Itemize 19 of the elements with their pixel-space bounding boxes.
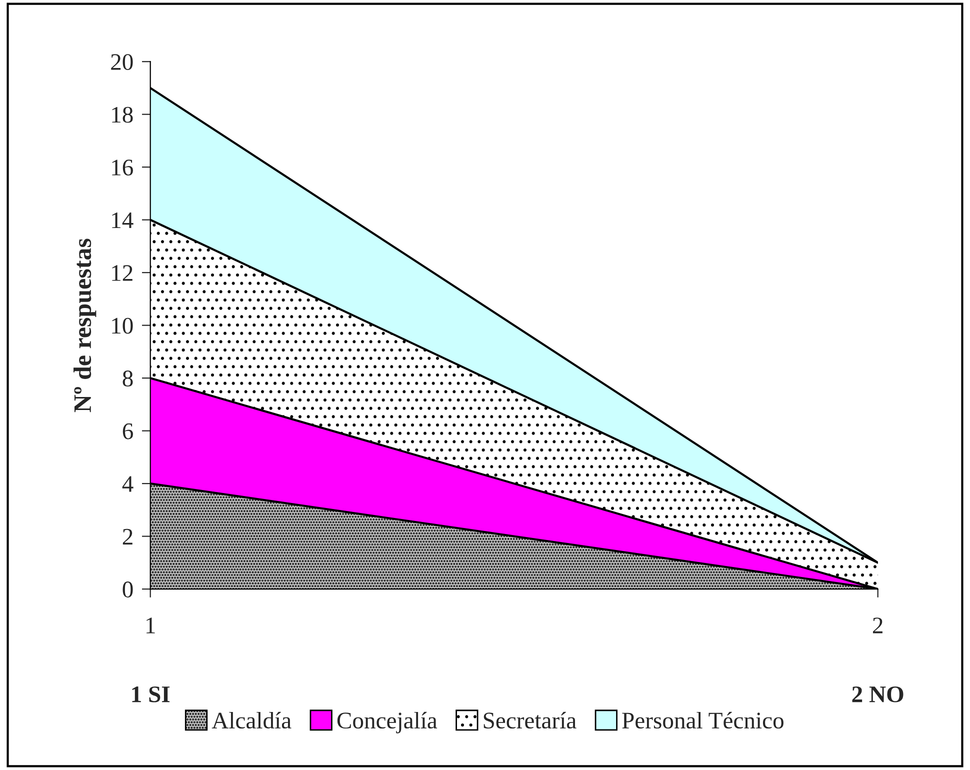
- y-tick-label: 2: [122, 528, 132, 544]
- legend-label: Alcaldía: [212, 712, 292, 729]
- y-tick-label: 0: [122, 582, 133, 598]
- y-tick-label: 20: [111, 54, 133, 70]
- legend-label: Concejalía: [337, 712, 438, 734]
- legend-label: Secretaría: [484, 712, 576, 729]
- y-tick-label: 4: [122, 476, 134, 492]
- y-tick-label: 16: [112, 160, 133, 176]
- y-axis-title: Nº de respuestas: [74, 238, 96, 412]
- y-tick-label: 8: [122, 370, 133, 386]
- text: 2 NO: [852, 686, 904, 702]
- y-tick-label: 12: [112, 265, 132, 281]
- text: 1 SI: [132, 686, 170, 702]
- y-tick-label: 10: [112, 318, 133, 334]
- legend-label: Personal Técnico: [622, 712, 784, 729]
- y-tick-label: 14: [112, 212, 134, 228]
- y-tick-label: 6: [122, 423, 133, 440]
- y-tick-label: 18: [112, 106, 133, 123]
- x-tick-label: 1: [146, 618, 155, 634]
